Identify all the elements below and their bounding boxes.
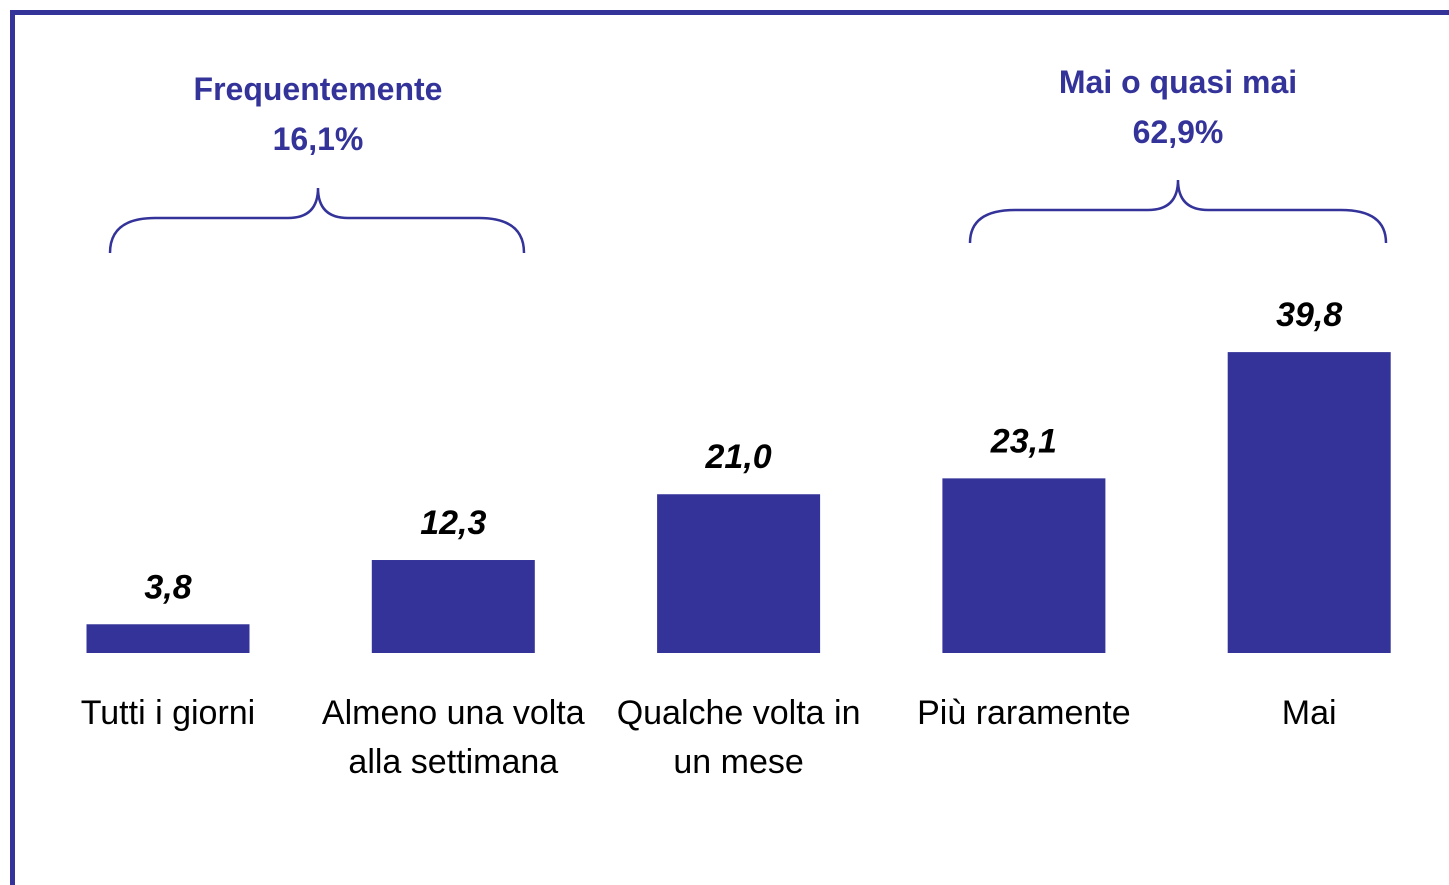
- bracket: [108, 187, 526, 254]
- annotation-value: 16,1%: [273, 121, 364, 157]
- bar: [371, 560, 535, 653]
- annotation-title: Frequentemente: [194, 71, 443, 107]
- bar: [657, 494, 821, 653]
- bar: [1227, 352, 1391, 653]
- annotation-value: 62,9%: [1133, 114, 1224, 150]
- value-label: 23,1: [990, 422, 1057, 460]
- bar: [942, 478, 1106, 653]
- value-label: 12,3: [420, 504, 486, 542]
- value-label: 39,8: [1276, 296, 1342, 334]
- bracket: [968, 179, 1388, 244]
- value-label: 21,0: [705, 438, 772, 476]
- category-label: Mai: [1281, 694, 1337, 732]
- category-label: Almeno una volta alla settimana: [321, 694, 585, 781]
- category-label: Tutti i giorni: [80, 694, 256, 732]
- annotation-title: Mai o quasi mai: [1059, 64, 1297, 100]
- bar: [86, 624, 250, 653]
- frame-left: [10, 10, 15, 885]
- category-label: Qualche volta in un mese: [616, 694, 861, 781]
- category-label: Più raramente: [917, 694, 1131, 732]
- value-label: 3,8: [144, 568, 191, 606]
- frame-top: [12, 10, 1449, 15]
